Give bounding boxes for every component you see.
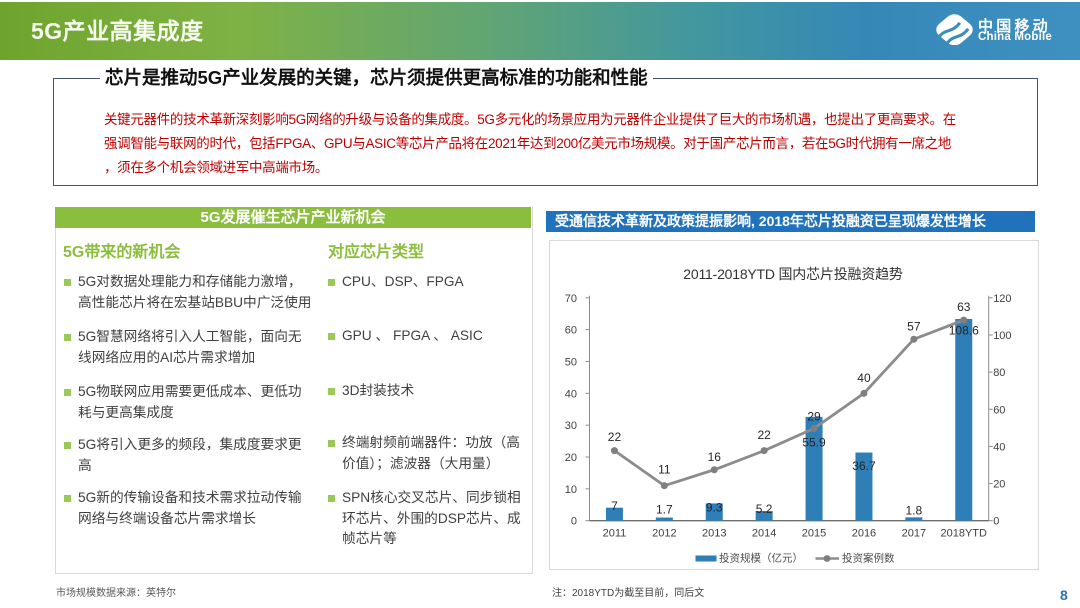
svg-text:1.8: 1.8 bbox=[906, 504, 923, 518]
svg-text:2013: 2013 bbox=[702, 528, 726, 540]
svg-text:10: 10 bbox=[565, 484, 577, 496]
svg-text:2014: 2014 bbox=[752, 528, 776, 540]
svg-text:2012: 2012 bbox=[652, 528, 676, 540]
svg-text:0: 0 bbox=[571, 516, 577, 528]
svg-text:50: 50 bbox=[565, 356, 577, 368]
svg-text:40: 40 bbox=[565, 388, 577, 400]
svg-text:57: 57 bbox=[907, 320, 921, 334]
svg-text:63: 63 bbox=[957, 300, 971, 314]
svg-text:108.6: 108.6 bbox=[949, 324, 979, 338]
svg-text:40: 40 bbox=[857, 371, 871, 385]
svg-text:2018YTD: 2018YTD bbox=[941, 528, 988, 540]
svg-text:投资案例数: 投资案例数 bbox=[842, 552, 895, 565]
svg-text:60: 60 bbox=[565, 325, 577, 337]
svg-text:70: 70 bbox=[565, 293, 577, 305]
svg-text:100: 100 bbox=[993, 330, 1011, 342]
svg-text:36.7: 36.7 bbox=[852, 459, 876, 473]
svg-text:1.7: 1.7 bbox=[656, 503, 673, 517]
svg-text:80: 80 bbox=[993, 367, 1005, 379]
svg-text:120: 120 bbox=[993, 293, 1011, 305]
svg-text:2011: 2011 bbox=[603, 528, 627, 540]
svg-text:11: 11 bbox=[658, 463, 671, 477]
svg-text:投资规模（亿元）: 投资规模（亿元） bbox=[719, 552, 803, 565]
svg-text:16: 16 bbox=[708, 450, 722, 464]
svg-text:22: 22 bbox=[608, 430, 622, 444]
svg-text:40: 40 bbox=[993, 441, 1005, 453]
svg-text:60: 60 bbox=[993, 404, 1005, 416]
svg-text:29: 29 bbox=[807, 409, 821, 423]
svg-text:20: 20 bbox=[565, 452, 577, 464]
svg-text:0: 0 bbox=[993, 516, 999, 528]
svg-text:2017: 2017 bbox=[902, 528, 926, 540]
svg-text:5.2: 5.2 bbox=[756, 502, 773, 516]
svg-text:9.3: 9.3 bbox=[706, 501, 723, 515]
svg-text:2015: 2015 bbox=[802, 528, 826, 540]
svg-text:55.9: 55.9 bbox=[802, 436, 826, 450]
svg-text:22: 22 bbox=[757, 428, 771, 442]
svg-text:20: 20 bbox=[993, 479, 1005, 491]
svg-text:2016: 2016 bbox=[852, 528, 876, 540]
svg-text:7: 7 bbox=[611, 499, 618, 513]
svg-text:30: 30 bbox=[565, 420, 577, 432]
